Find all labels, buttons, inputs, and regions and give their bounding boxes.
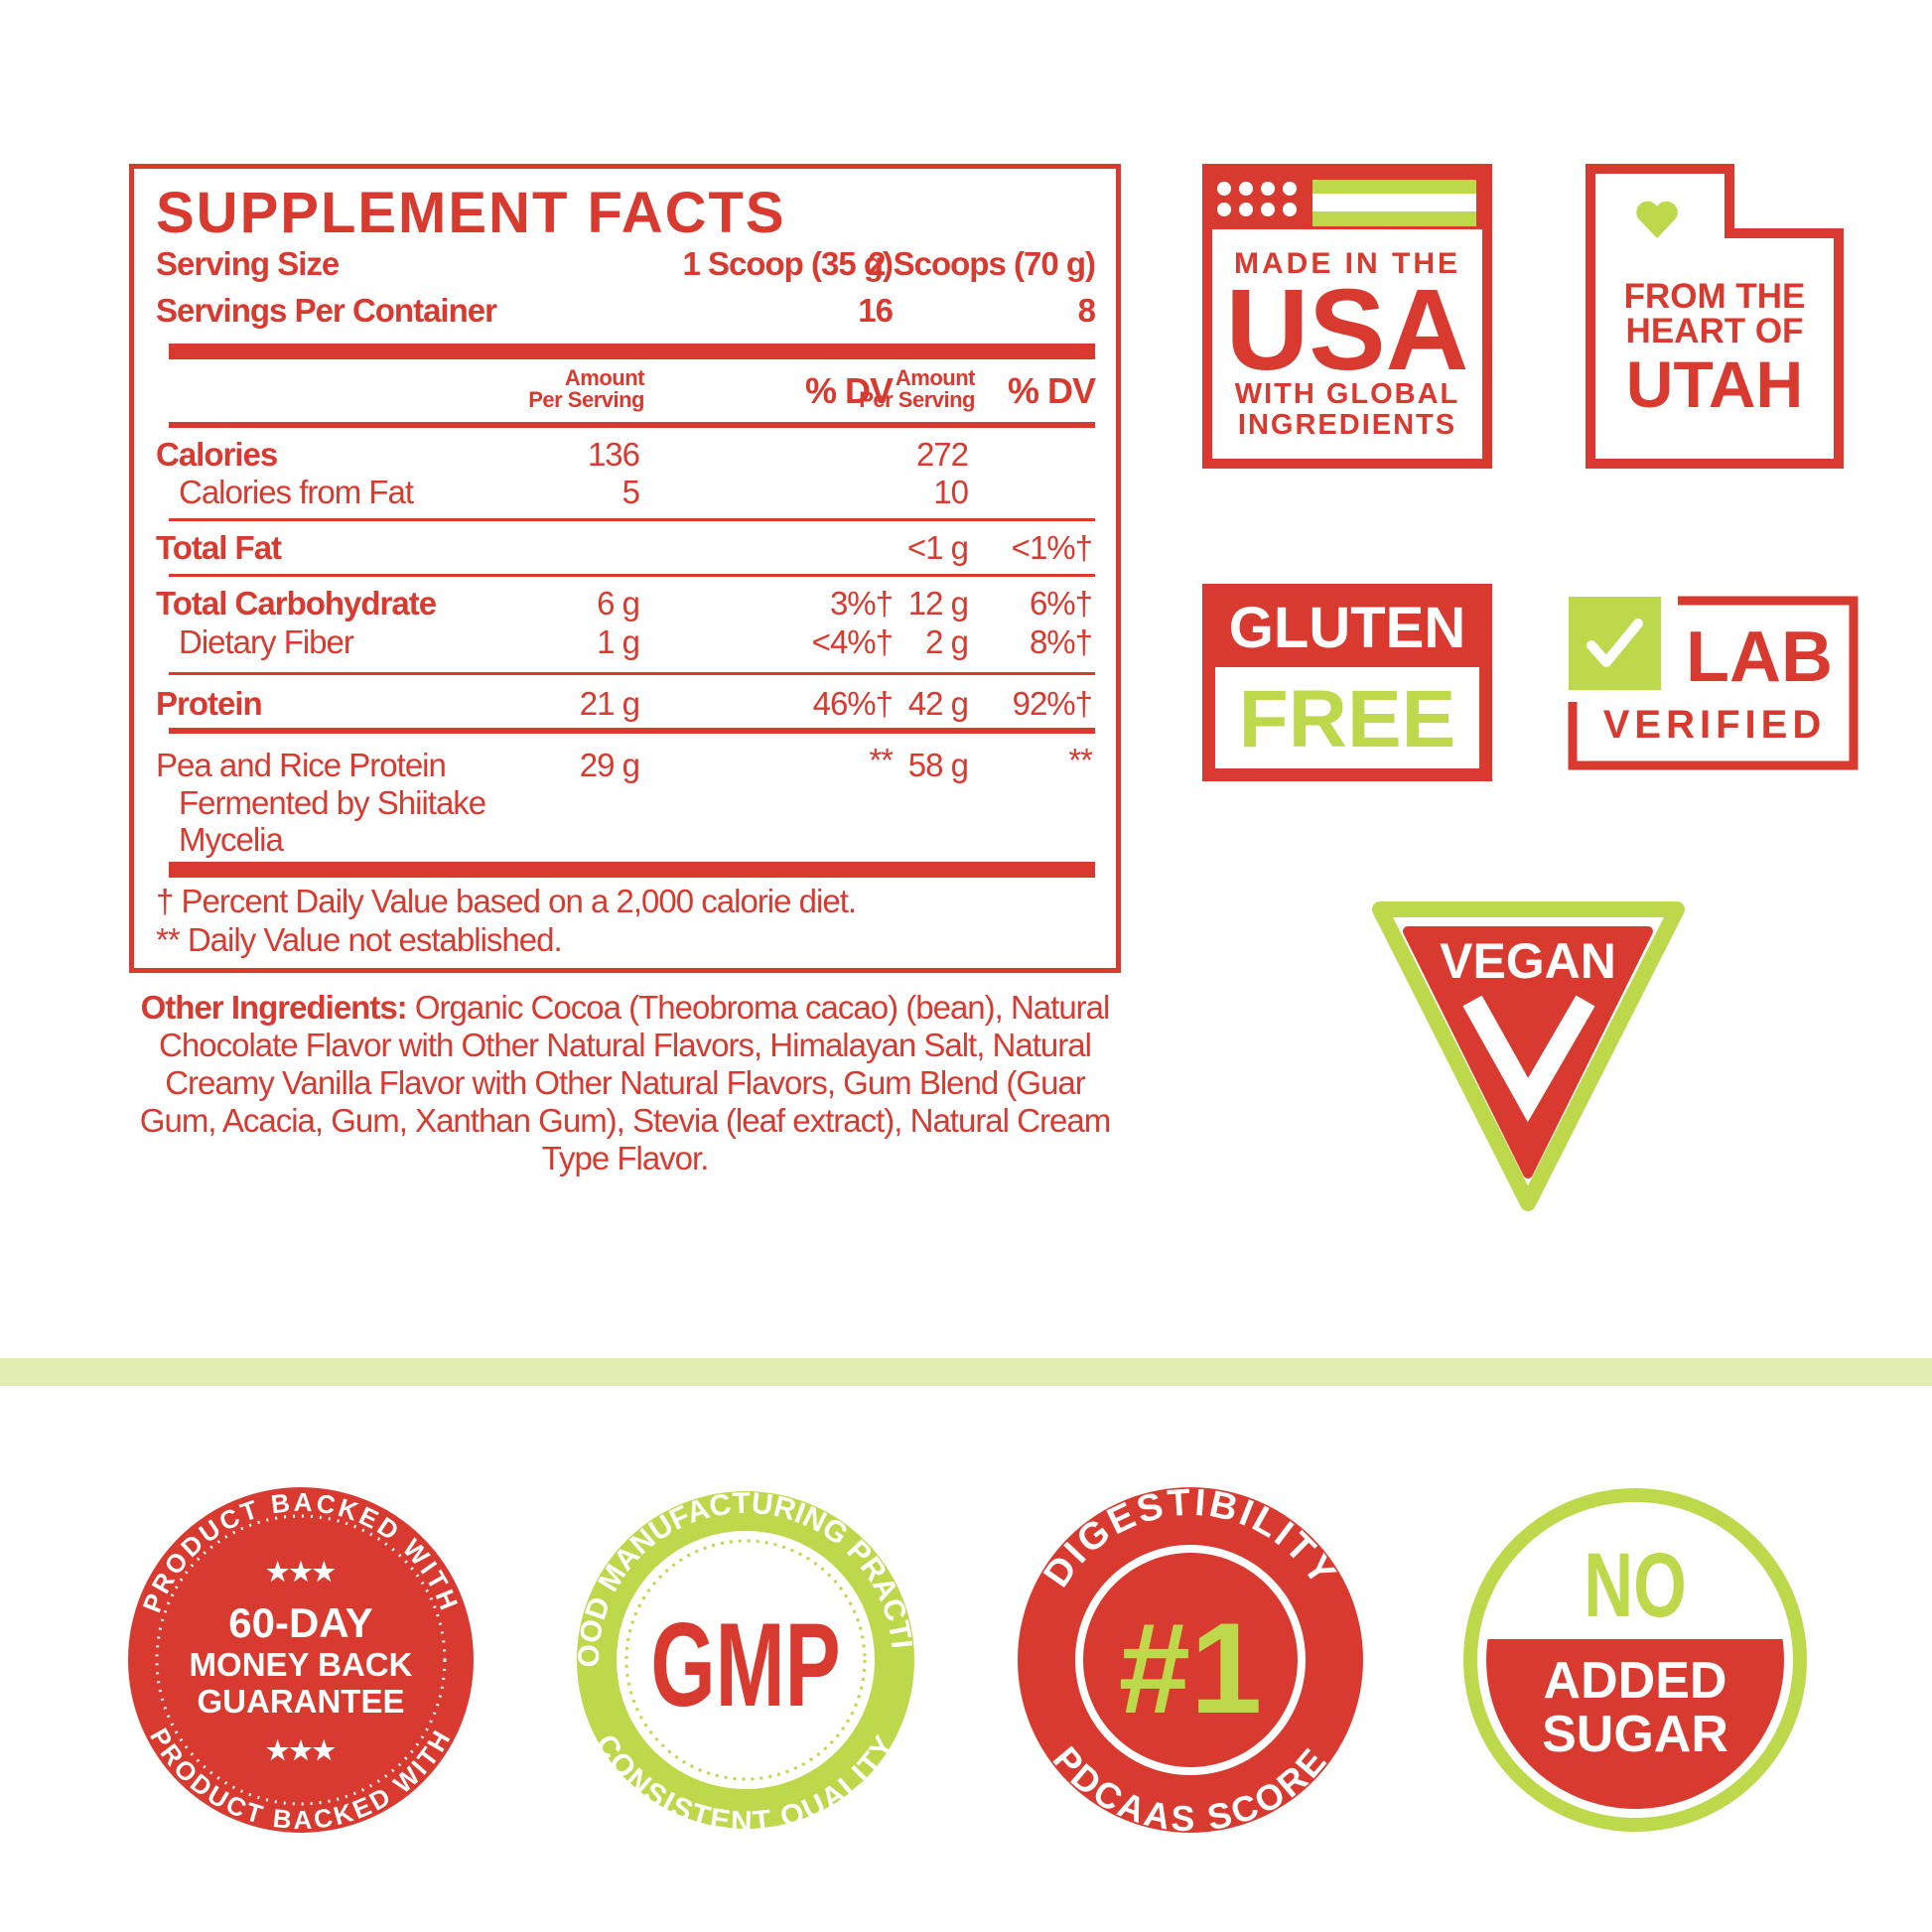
servings-per-container-1: 16 [858,292,894,329]
row-dv-2: 8%† [1029,623,1093,660]
gmp-badge: GOOD MANUFACTURING PRACTICE CONSISTENT Q… [0,0,918,1839]
divider-band [0,1358,1932,1386]
amount-header-1: Amount Per Serving [528,365,644,412]
money-back-guarantee-badge: PRODUCT BACKED WITH PRODUCT BACKED WITH … [128,1487,474,1835]
row-label: Total Carbohydrate [156,585,437,621]
svg-text:GOOD MANUFACTURING PRACTICE: GOOD MANUFACTURING PRACTICE [0,0,918,1668]
guarantee-line3: GUARANTEE [197,1683,404,1720]
thick-divider [169,862,1095,878]
lab-verified-badge: LAB VERIFIED [1568,596,1859,770]
gmp-arc-top: GOOD MANUFACTURING PRACTICE [0,0,918,1668]
row-dv-2: ** [1068,742,1093,778]
row-label: Pea and Rice Protein [156,747,447,783]
supplement-facts-panel: SUPPLEMENT FACTS Serving Size 1 Scoop (3… [129,164,1121,973]
row-label: Protein [156,685,263,722]
row-dv-1: 46%† [812,685,894,722]
row-amount-1: 29 g [579,747,640,783]
servings-per-container-2: 8 [1077,292,1096,329]
usa-line3: WITH GLOBAL [1235,378,1460,410]
vegan-label: VEGAN [1440,933,1616,989]
utah-big: UTAH [1626,347,1803,421]
row-amount-1: 136 [587,436,640,473]
row-dv-1: 3%† [829,585,894,621]
other-ingredients-label: Other Ingredients: [140,989,408,1026]
lab-line1: LAB [1686,618,1833,697]
row-amount-2: <1 g [906,529,969,566]
row-dv-1: ** [869,742,894,778]
made-in-usa-badge: MADE IN THE USA WITH GLOBAL INGREDIENTS [1202,164,1492,469]
serving-size-1: 1 Scoop (35 g) [682,245,894,282]
gmp-big: GMP [650,1597,840,1730]
divider [169,728,1095,734]
row-amount-2: 272 [915,436,969,473]
row-amount-2: 42 g [907,685,969,722]
row-dv-2: 6%† [1029,585,1093,621]
stars-icon: ★★★ [266,1735,337,1765]
sugar-line3: SUGAR [1542,1706,1728,1763]
gluten-line2: FREE [1239,674,1456,764]
servings-per-container-label: Servings Per Container [156,292,497,329]
dv-header-1: % DV [804,370,894,411]
heart-icon [1636,201,1678,238]
sugar-line1: NO [1584,1534,1686,1636]
row-label: Dietary Fiber [179,623,354,660]
row-amount-2: 10 [933,474,969,510]
row-dv-1: <4%† [811,623,894,660]
serving-size-label: Serving Size [156,245,340,282]
sugar-line2: ADDED [1544,1652,1727,1710]
row-dv-2: <1%† [1011,529,1093,566]
other-ingredients: Other Ingredients: Organic Cocoa (Theobr… [129,989,1121,1177]
footnote-dv: † Percent Daily Value based on a 2,000 c… [156,883,857,919]
v-icon [1462,995,1595,1123]
utah-line2: HEART OF [1626,312,1804,350]
usa-big: USA [1226,265,1469,394]
divider [169,518,1095,521]
row-label: Fermented by Shiitake [179,784,486,821]
utah-line1: FROM THE [1624,277,1806,316]
usa-line4: INGREDIENTS [1238,409,1456,441]
row-amount-2: 58 g [907,747,969,783]
row-amount-1: 1 g [597,623,640,660]
footnote-not-established: ** Daily Value not established. [156,921,563,958]
guarantee-line2: MONEY BACK [190,1646,413,1683]
digestibility-badge: DIGESTIBILITY PDCAAS SCORE #1 [1018,1482,1363,1839]
dv-header-2: % DV [1007,370,1096,411]
no-added-sugar-badge: NO ADDED SUGAR [1463,1488,1807,1832]
divider [169,672,1095,675]
row-label: Calories from Fat [179,474,414,510]
row-amount-2: 12 g [907,585,969,621]
row-amount-1: 5 [621,474,640,510]
amount-header-2: Amount Per Serving [859,365,975,412]
row-label: Mycelia [179,821,284,858]
row-amount-1: 21 g [579,685,640,722]
lab-line2: VERIFIED [1603,703,1826,747]
pdcaas-big: #1 [1119,1595,1263,1740]
gluten-free-badge: GLUTEN FREE [1202,584,1492,781]
guarantee-line1: 60-DAY [228,1599,373,1646]
other-ingredients-text: Organic Cocoa (Theobroma cacao) (bean), … [139,989,1111,1176]
facts-title: SUPPLEMENT FACTS [156,181,786,245]
stars-icon: ★★★ [266,1557,337,1587]
usa-line1: MADE IN THE [1234,247,1460,280]
row-label: Total Fat [156,529,282,566]
flag-icon [1217,180,1476,226]
serving-size-2: 2 Scoops (70 g) [868,245,1096,282]
checkmark-icon [1569,597,1661,690]
row-amount-1: 6 g [597,585,640,621]
row-amount-2: 2 g [925,623,969,660]
heart-of-utah-badge: FROM THE HEART OF UTAH [1586,164,1844,469]
row-label: Calories [156,436,278,473]
divider [169,574,1095,577]
vegan-badge: VEGAN [1372,901,1685,1211]
thick-divider [169,344,1095,359]
row-dv-2: 92%† [1012,685,1093,722]
gluten-line1: GLUTEN [1229,596,1465,660]
divider [169,422,1095,428]
